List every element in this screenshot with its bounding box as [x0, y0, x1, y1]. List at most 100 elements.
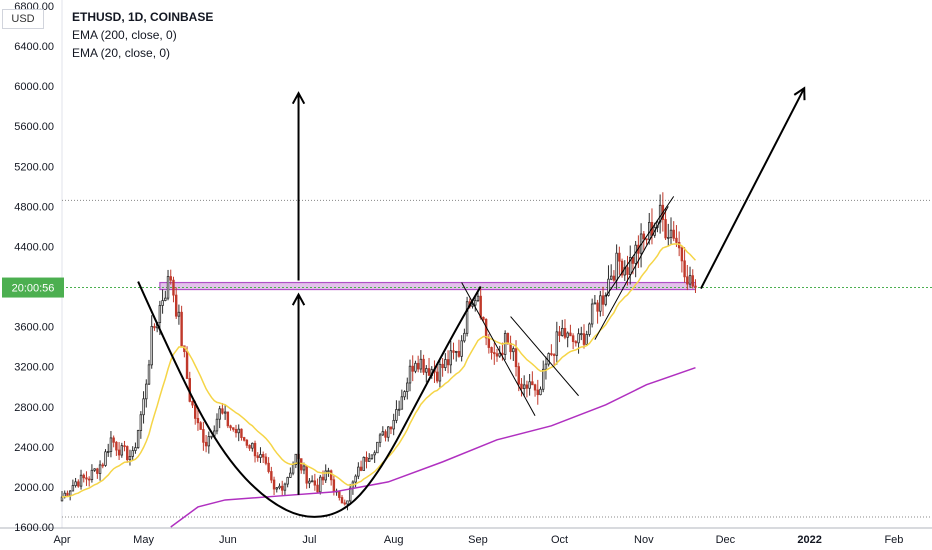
- candle-body: [93, 468, 96, 471]
- candle-body: [96, 468, 99, 474]
- candle-body: [539, 388, 542, 396]
- candle-body: [403, 391, 406, 398]
- candle-body: [555, 331, 559, 356]
- candle-body: [68, 490, 72, 496]
- candle-body: [234, 428, 238, 434]
- candle-body: [588, 323, 591, 335]
- candle-body: [272, 479, 276, 490]
- y-tick-label: 3600.00: [14, 322, 54, 334]
- target-arrow[interactable]: [700, 87, 806, 290]
- candle-body: [221, 408, 224, 414]
- current-price-label-bg: [2, 277, 64, 298]
- candle-body: [463, 332, 466, 342]
- candle-body: [218, 408, 221, 420]
- candle-body: [531, 381, 534, 386]
- channel-up-line[interactable]: [594, 206, 669, 340]
- candle-body: [569, 332, 572, 337]
- candle-body: [109, 437, 113, 452]
- y-tick-label: 1600.00: [14, 522, 54, 534]
- candle-body: [599, 295, 602, 312]
- candle-body: [313, 480, 317, 486]
- candle-body: [694, 285, 697, 288]
- candle-body: [79, 474, 83, 487]
- candle-body: [232, 427, 235, 430]
- candle-body: [278, 485, 281, 489]
- candle-body: [215, 418, 219, 432]
- candle-body: [302, 465, 306, 471]
- candle-body: [574, 341, 578, 344]
- candle-body: [444, 359, 447, 369]
- candle-body: [542, 368, 545, 390]
- candle-body: [373, 452, 376, 456]
- candle-body: [98, 464, 102, 474]
- x-tick-label: Jul: [302, 534, 316, 546]
- candle-body: [460, 340, 463, 357]
- currency-button[interactable]: USD: [2, 9, 44, 29]
- candle-body: [319, 476, 322, 493]
- candle-body: [346, 500, 349, 505]
- candle-body: [204, 441, 208, 447]
- candle-body: [419, 358, 423, 370]
- x-tick-label: Oct: [551, 534, 568, 546]
- candle-body: [582, 333, 586, 345]
- candle-body: [142, 398, 145, 416]
- candle-body: [392, 419, 395, 430]
- candle-body: [544, 363, 548, 370]
- candle-body: [348, 487, 352, 502]
- candle-body: [612, 275, 616, 281]
- candle-body: [688, 275, 692, 285]
- candle-body: [476, 295, 480, 302]
- chart-legend: ETHUSD, 1D, COINBASE EMA (200, close, 0)…: [72, 8, 213, 62]
- candle-body: [626, 267, 629, 275]
- channel-down-line[interactable]: [461, 282, 536, 417]
- candle-body: [416, 362, 420, 370]
- candle-body: [547, 353, 550, 365]
- cup-pattern-arc[interactable]: [137, 281, 482, 518]
- candle-body: [202, 429, 205, 443]
- candle-body: [354, 475, 357, 483]
- candle-body: [550, 353, 553, 355]
- channel-up-line[interactable]: [605, 196, 675, 297]
- candle-body: [525, 384, 529, 389]
- candle-body: [180, 311, 183, 347]
- candle-body: [289, 472, 292, 478]
- candle-body: [455, 350, 458, 353]
- candle-body: [327, 470, 330, 473]
- candle-body: [664, 219, 667, 239]
- candle-body: [359, 466, 363, 471]
- candle-body: [368, 457, 371, 462]
- candle-body: [667, 236, 670, 239]
- candle-body: [465, 301, 469, 334]
- x-tick-label: Sep: [468, 534, 488, 546]
- candle-body: [240, 428, 243, 438]
- channel-down-line[interactable]: [510, 316, 579, 397]
- candle-body: [229, 425, 232, 429]
- candle-body: [495, 353, 499, 357]
- candle-body: [136, 430, 140, 449]
- candle-body: [145, 383, 148, 400]
- candle-body: [571, 335, 575, 343]
- candle-body: [590, 303, 594, 325]
- candle-body: [196, 417, 200, 424]
- candle-body: [389, 426, 393, 430]
- candle-body: [517, 366, 520, 385]
- candle-body: [691, 275, 694, 287]
- candle-body: [169, 276, 172, 281]
- candle-body: [90, 469, 94, 481]
- candle-body: [253, 442, 257, 457]
- candle-body: [395, 409, 398, 421]
- candle-body: [261, 454, 265, 458]
- candle-body: [400, 396, 404, 410]
- candle-body: [305, 465, 308, 484]
- candle-body: [487, 337, 491, 348]
- candle-body: [376, 441, 379, 454]
- y-tick-label: 3200.00: [14, 362, 54, 374]
- candle-body: [294, 453, 298, 465]
- arrow-up-bottom-head: [291, 292, 306, 306]
- candle-body: [275, 487, 278, 490]
- y-tick-label: 6000.00: [14, 81, 54, 93]
- candle-body: [74, 481, 77, 487]
- candle-body: [147, 364, 151, 385]
- ema200-line: [170, 366, 696, 528]
